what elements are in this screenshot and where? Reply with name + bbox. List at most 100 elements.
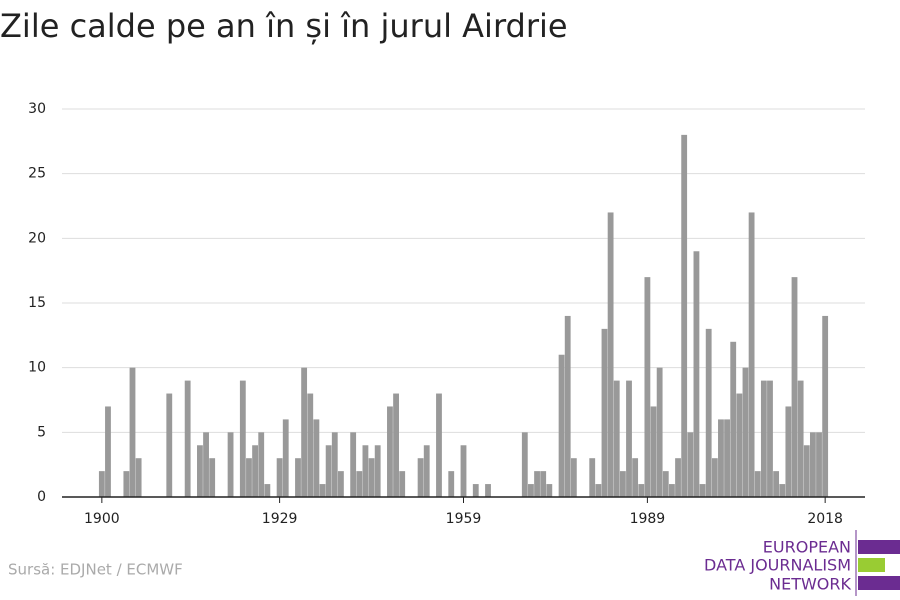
bar bbox=[687, 432, 694, 497]
x-tick-label: 1929 bbox=[262, 511, 298, 527]
bar bbox=[356, 471, 363, 497]
bar bbox=[601, 328, 608, 497]
bar bbox=[319, 484, 326, 497]
bar bbox=[607, 212, 614, 497]
logo-bar bbox=[858, 576, 900, 590]
logo-text: EUROPEAN bbox=[763, 538, 851, 557]
bar bbox=[105, 406, 111, 497]
bar bbox=[331, 432, 338, 497]
bar bbox=[546, 484, 553, 497]
bar bbox=[197, 445, 203, 497]
bar bbox=[748, 212, 755, 497]
chart-title: Zile calde pe an în și în jurul Airdrie bbox=[0, 7, 568, 45]
bar bbox=[791, 277, 798, 497]
bar bbox=[301, 367, 308, 497]
bar bbox=[681, 134, 688, 497]
bar bbox=[644, 277, 651, 497]
bar bbox=[485, 484, 491, 497]
x-tick-label: 1900 bbox=[84, 511, 120, 527]
bar bbox=[797, 380, 804, 497]
bar bbox=[711, 458, 718, 497]
y-tick-label: 30 bbox=[28, 101, 46, 117]
bar bbox=[460, 445, 467, 497]
y-tick-label: 10 bbox=[28, 360, 46, 376]
bar bbox=[767, 380, 773, 497]
bar bbox=[656, 367, 663, 497]
bar bbox=[209, 458, 216, 497]
bar bbox=[399, 471, 406, 497]
bar bbox=[258, 432, 265, 497]
bar bbox=[362, 445, 369, 497]
bar bbox=[423, 445, 430, 497]
y-tick-label: 20 bbox=[28, 230, 46, 246]
bar bbox=[534, 471, 540, 497]
bar bbox=[135, 458, 142, 497]
bar bbox=[227, 432, 234, 497]
bar bbox=[809, 432, 816, 497]
logo-text: DATA JOURNALISM bbox=[704, 556, 851, 575]
source: Sursă: EDJNet / ECMWF bbox=[8, 561, 183, 579]
x-tick-label: 2018 bbox=[807, 511, 843, 527]
logo-text: NETWORK bbox=[769, 575, 851, 594]
bar bbox=[632, 458, 639, 497]
bar bbox=[650, 406, 657, 497]
bar bbox=[613, 380, 620, 497]
bar bbox=[693, 251, 700, 497]
bar bbox=[166, 393, 173, 497]
y-tick-label: 15 bbox=[28, 295, 46, 311]
bar bbox=[638, 484, 645, 497]
bar bbox=[742, 367, 749, 497]
bar bbox=[374, 445, 381, 497]
bar bbox=[736, 393, 743, 497]
bar bbox=[816, 432, 822, 497]
bar bbox=[803, 445, 810, 497]
bar bbox=[252, 445, 258, 497]
bar bbox=[417, 458, 424, 497]
bar bbox=[785, 406, 792, 497]
bar bbox=[564, 315, 571, 497]
bar bbox=[276, 458, 283, 497]
bar bbox=[705, 328, 712, 497]
bar bbox=[675, 458, 681, 497]
bar bbox=[295, 458, 301, 497]
logo-bar bbox=[858, 540, 900, 554]
bar bbox=[662, 471, 669, 497]
bar bbox=[754, 471, 761, 497]
bar bbox=[98, 471, 105, 497]
bar bbox=[521, 432, 528, 497]
bar bbox=[558, 354, 565, 497]
bar bbox=[393, 393, 399, 497]
bar bbox=[129, 367, 136, 497]
bar bbox=[619, 471, 626, 497]
bar bbox=[589, 458, 596, 497]
logo-bar bbox=[858, 558, 885, 572]
bar bbox=[436, 393, 442, 497]
bar bbox=[472, 484, 479, 497]
bar bbox=[773, 471, 780, 497]
y-tick-label: 5 bbox=[37, 424, 46, 440]
bar bbox=[123, 471, 130, 497]
y-tick-label: 25 bbox=[28, 166, 46, 182]
x-tick-label: 1989 bbox=[630, 511, 666, 527]
bar bbox=[540, 471, 547, 497]
bar bbox=[368, 458, 375, 497]
bar bbox=[779, 484, 786, 497]
bar bbox=[350, 432, 357, 497]
bar bbox=[325, 445, 332, 497]
bar bbox=[387, 406, 393, 497]
bar bbox=[184, 380, 191, 497]
bar bbox=[528, 484, 534, 497]
bar bbox=[307, 393, 314, 497]
bar bbox=[724, 419, 730, 497]
bar bbox=[669, 484, 675, 497]
bar bbox=[264, 484, 271, 497]
bar bbox=[730, 341, 737, 497]
bar bbox=[246, 458, 252, 497]
bar bbox=[699, 484, 706, 497]
y-tick-label: 0 bbox=[37, 489, 46, 505]
bar bbox=[337, 471, 344, 497]
bar bbox=[595, 484, 602, 497]
bar bbox=[822, 315, 829, 497]
x-tick-label: 1959 bbox=[446, 511, 482, 527]
